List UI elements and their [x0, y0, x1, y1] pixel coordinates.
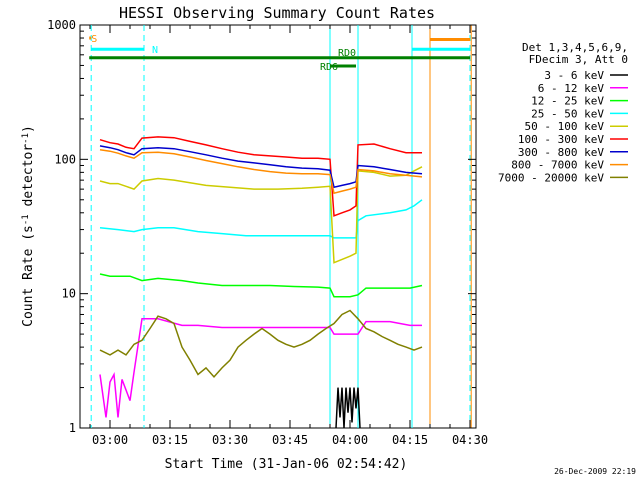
- y-label-end: ): [21, 125, 36, 133]
- flag-label-5: RD6: [320, 62, 338, 73]
- x-tick-label-1: 03:15: [152, 433, 188, 447]
- flag-label-0: S: [91, 34, 97, 45]
- x-tick-label-4: 04:00: [332, 433, 368, 447]
- flag-label-4: RD0: [338, 48, 356, 59]
- x-tick-label-2: 03:30: [212, 433, 248, 447]
- legend-label-0: 3 - 6 keV: [544, 69, 604, 82]
- y-tick-label-0: 1000: [47, 18, 76, 32]
- x-tick-label-6: 04:30: [452, 433, 488, 447]
- series-line-0: [335, 387, 361, 429]
- x-tick-label-5: 04:15: [392, 433, 428, 447]
- legend: Det 1,3,4,5,6,9,FDecim 3, Att 0 3 - 6 keV…: [498, 41, 628, 184]
- series-lines: [99, 136, 423, 429]
- legend-label-8: 7000 - 20000 keV: [498, 171, 604, 184]
- chart-title: HESSI Observing Summary Count Rates: [119, 4, 435, 22]
- x-tick-label-3: 03:45: [272, 433, 308, 447]
- legend-header-1: FDecim 3, Att 0: [529, 53, 628, 66]
- y-tick-label-1: 100: [54, 152, 76, 166]
- legend-label-3: 25 - 50 keV: [531, 107, 604, 120]
- y-axis-label: Count Rate (s-1 detector-1): [21, 125, 36, 327]
- legend-label-1: 6 - 12 keV: [538, 82, 605, 95]
- legend-label-4: 50 - 100 keV: [525, 120, 605, 133]
- y-tick-label-2: 10: [62, 287, 76, 301]
- series-line-7: [99, 148, 423, 195]
- y-tick-label-3: 1: [69, 421, 76, 435]
- y-label-main: Count Rate (s: [21, 225, 36, 327]
- legend-label-5: 100 - 300 keV: [518, 133, 604, 146]
- legend-label-6: 300 - 800 keV: [518, 146, 604, 159]
- flag-label-1: N: [152, 45, 158, 56]
- y-label-mid: detector: [21, 144, 36, 215]
- series-line-2: [99, 273, 423, 298]
- series-line-4: [99, 166, 423, 264]
- y-label-sup-2: -1: [21, 133, 31, 144]
- vertical-markers: [90, 25, 472, 428]
- axis-ticks: 1000 100 10 1 03:00 03:15 03:30 03:45 04:00 04:15…: [47, 18, 488, 447]
- y-label-sup-1: -1: [21, 214, 31, 225]
- legend-label-2: 12 - 25 keV: [531, 95, 604, 108]
- series-line-8: [99, 309, 423, 379]
- footer-timestamp: 26-Dec-2009 22:19: [554, 467, 636, 476]
- series-line-3: [99, 199, 423, 239]
- x-tick-label-0: 03:00: [92, 433, 128, 447]
- x-axis-label: Start Time (31-Jan-06 02:54:42): [165, 457, 408, 472]
- legend-header-0: Det 1,3,4,5,6,9,: [522, 41, 628, 54]
- legend-label-7: 800 - 7000 keV: [511, 159, 604, 172]
- series-line-1: [99, 318, 422, 418]
- plot-frame: [79, 24, 477, 429]
